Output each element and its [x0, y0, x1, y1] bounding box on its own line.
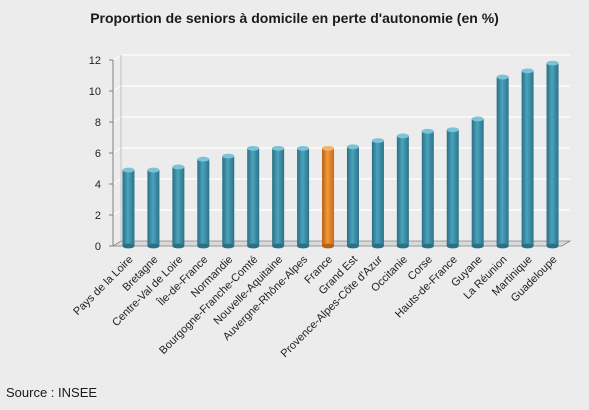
bar-top: [222, 153, 235, 159]
bar: [546, 60, 559, 249]
bar: [521, 68, 534, 249]
bar-base: [197, 243, 210, 249]
chart-title: Proportion de seniors à domicile en pert…: [90, 10, 499, 26]
bar-base: [222, 243, 235, 249]
gridline-depth: [112, 85, 122, 92]
bar-top: [546, 60, 559, 66]
bar-top: [322, 145, 335, 151]
bar: [172, 164, 185, 249]
bar-base: [147, 243, 160, 249]
y-tick-label: 12: [89, 55, 101, 67]
bar-base: [247, 243, 260, 249]
bar-top: [272, 145, 285, 151]
bar-base: [521, 243, 534, 249]
bar-top: [371, 138, 384, 144]
bar-base: [496, 243, 509, 249]
y-tick-label: 10: [89, 86, 101, 98]
y-tick-label: 2: [95, 210, 101, 222]
bar-body: [421, 131, 434, 246]
bar: [222, 153, 235, 249]
y-tick-label: 4: [95, 179, 101, 191]
bar-base: [172, 243, 185, 249]
gridline-depth: [112, 116, 122, 123]
bar: [346, 144, 359, 249]
bar-body: [172, 166, 185, 246]
bar-body: [496, 77, 509, 246]
bar-top: [346, 144, 359, 150]
bar-base: [546, 243, 559, 249]
bar-base: [421, 243, 434, 249]
bar-top: [197, 156, 210, 162]
bar-top: [421, 128, 434, 134]
bar: [247, 145, 260, 249]
bar-top: [247, 145, 260, 151]
bar-body: [546, 63, 559, 246]
bar-body: [471, 118, 484, 246]
source-note: Source : INSEE: [6, 385, 98, 400]
bar-body: [371, 140, 384, 246]
bar-body: [122, 170, 135, 246]
bar-body: [322, 148, 335, 246]
bar: [122, 167, 135, 249]
bar-top: [147, 167, 160, 173]
bar-top: [446, 127, 459, 133]
bar: [446, 127, 459, 249]
bar-base: [471, 243, 484, 249]
bar: [371, 138, 384, 249]
bar-body: [297, 148, 310, 246]
gridline-depth: [112, 54, 122, 61]
bar-top: [496, 74, 509, 80]
bar: [496, 74, 509, 249]
bar: [272, 145, 285, 249]
bar: [471, 116, 484, 249]
bar-base: [297, 243, 310, 249]
bar-body: [272, 148, 285, 246]
bar-base: [446, 243, 459, 249]
gridline-depth: [112, 178, 122, 185]
y-tick-label: 8: [95, 117, 101, 129]
gridline-depth: [112, 209, 122, 216]
y-tick-label: 0: [95, 241, 101, 253]
bar-top: [122, 167, 135, 173]
bar-base: [272, 243, 285, 249]
bar-top: [521, 68, 534, 74]
bar-body: [346, 146, 359, 246]
bar-top: [172, 164, 185, 170]
bar-body: [222, 156, 235, 246]
bar-body: [147, 170, 160, 246]
bar-base: [346, 243, 359, 249]
bar-body: [521, 70, 534, 246]
bar-top: [396, 133, 409, 139]
bar-body: [247, 148, 260, 246]
bar-body: [396, 135, 409, 246]
bar-body: [446, 129, 459, 246]
bar: [147, 167, 160, 249]
bar: [322, 145, 335, 249]
bar-base: [371, 243, 384, 249]
bar-top: [471, 116, 484, 122]
bar: [197, 156, 210, 249]
bar: [297, 145, 310, 249]
gridline-depth: [112, 147, 122, 154]
bar-base: [396, 243, 409, 249]
bar-base: [322, 243, 335, 249]
bar: [421, 128, 434, 249]
bar-top: [297, 145, 310, 151]
bar-body: [197, 159, 210, 246]
bar-base: [122, 243, 135, 249]
bar: [396, 133, 409, 249]
y-tick-label: 6: [95, 148, 101, 160]
